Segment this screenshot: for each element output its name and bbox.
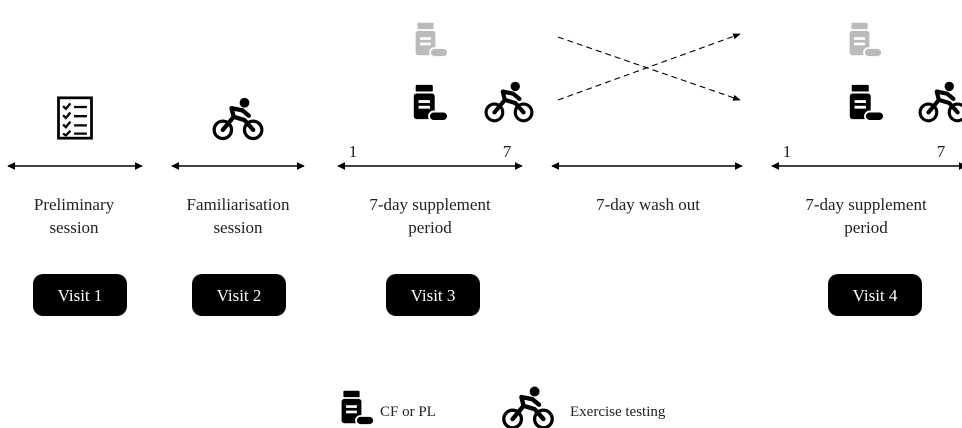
visit-box <box>828 274 922 316</box>
day-label: 1 <box>783 142 792 161</box>
pill-icon-grey <box>848 21 882 58</box>
day-label: 7 <box>503 142 512 161</box>
visit-label: Visit 2 <box>217 286 262 305</box>
stage-label: session <box>213 218 263 237</box>
legend-bike-icon <box>504 387 552 428</box>
stage-label: 7-day supplement <box>805 195 927 214</box>
legend-pill-icon <box>340 389 374 427</box>
bike-icon <box>214 98 262 139</box>
stage-label: session <box>49 218 99 237</box>
stage-label: 7-day wash out <box>596 195 700 214</box>
stage-label: Preliminary <box>34 195 115 214</box>
visit-label: Visit 3 <box>411 286 456 305</box>
visit-label: Visit 1 <box>58 286 103 305</box>
crossover-arrow <box>557 33 741 101</box>
bike-icon <box>920 82 962 121</box>
stage-label: period <box>408 218 452 237</box>
crossover-arrow <box>557 36 741 101</box>
visit-box <box>386 274 480 316</box>
checklist-icon <box>57 96 93 140</box>
stage-label: 7-day supplement <box>369 195 491 214</box>
stage-label: Familiarisation <box>187 195 290 214</box>
visit-box <box>192 274 286 316</box>
legend-label: CF or PL <box>380 404 436 420</box>
day-label: 7 <box>937 142 946 161</box>
pill-icon <box>848 83 884 122</box>
bike-icon <box>486 82 532 121</box>
day-label: 1 <box>349 142 358 161</box>
pill-icon <box>412 83 448 122</box>
stage-label: period <box>844 218 888 237</box>
visit-label: Visit 4 <box>853 286 898 305</box>
legend-label: Exercise testing <box>570 404 666 420</box>
pill-icon-grey <box>414 21 448 58</box>
visit-box <box>33 274 127 316</box>
